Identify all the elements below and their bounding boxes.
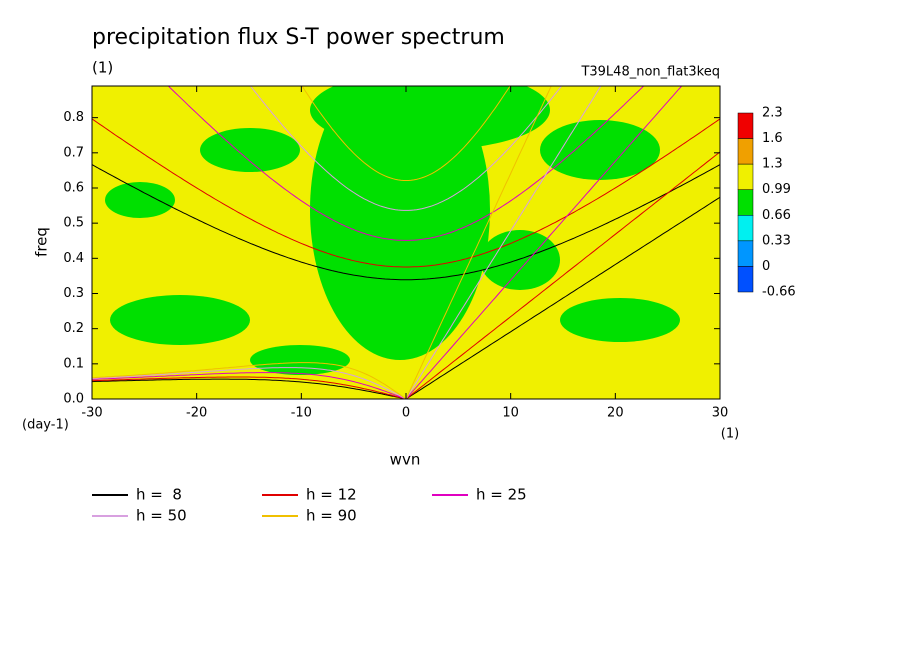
colorbar-box [737,138,754,165]
dispersion-curve [405,86,552,399]
y-tick-label: 0.7 [63,145,84,160]
dispersion-curve [405,196,720,399]
x-tick-label: 20 [607,406,624,421]
y-tick-label: 0.3 [63,286,84,301]
colorbar-box [737,215,754,242]
colorbar-box [737,240,754,267]
x-tick-label: 0 [402,406,410,421]
colorbar-box [737,189,754,216]
y-tick-label: 0.8 [63,110,84,125]
dispersion-curve [405,151,720,399]
subtitle: (1) [92,59,113,77]
dispersion-curve [92,118,720,268]
y-axis-units: (day-1) [22,418,69,433]
dispersion-curve [92,362,407,399]
colorbar-label: 0 [762,259,770,274]
dispersion-curve [92,164,720,281]
colorbar-label: 0.66 [762,208,791,223]
x-tick-label: 10 [502,406,519,421]
y-axis-label: freq [33,227,51,257]
colorbar-label: 0.33 [762,233,791,248]
legend-label: h = 25 [476,486,527,504]
colorbar-box [737,112,754,139]
x-tick-label: 30 [712,406,729,421]
legend-label: h = 50 [136,507,187,525]
dispersion-curve [92,367,407,399]
y-tick-label: 0.0 [63,392,84,407]
x-axis-units: (1) [721,427,739,442]
colorbar-label: -0.66 [762,285,796,300]
dispersion-curve [92,376,407,399]
dispersion-curve [405,86,683,399]
dispersion-curve [249,86,563,211]
y-tick-label: 0.1 [63,356,84,371]
x-tick-label: -10 [291,406,312,421]
dispersion-curves [92,86,720,399]
y-tick-label: 0.4 [63,251,84,266]
colorbar-label: 1.6 [762,131,783,146]
colorbar-box [737,163,754,190]
dispersion-curve [92,372,407,399]
dispersion-curve [167,86,645,241]
legend-label: h = 12 [306,486,357,504]
run-label: T39L48_non_flat3keq [580,65,720,80]
y-tick-label: 0.2 [63,321,84,336]
dispersion-curve [405,86,602,399]
x-tick-label: -20 [186,406,207,421]
legend-label: h = 8 [136,486,182,504]
colorbar-box [737,266,754,293]
legend-label: h = 90 [306,507,357,525]
contour-patches [105,86,680,375]
chart-title: precipitation flux S-T power spectrum [92,25,505,50]
colorbar-label: 1.3 [762,157,783,172]
dispersion-curve [92,378,407,399]
colorbar-label: 0.99 [762,182,791,197]
colorbar-label: 2.3 [762,106,783,121]
y-tick-label: 0.5 [63,216,84,231]
x-tick-label: -30 [81,406,102,421]
x-axis-label: wvn [390,451,421,469]
y-tick-label: 0.6 [63,180,84,195]
dispersion-curve [301,86,511,181]
